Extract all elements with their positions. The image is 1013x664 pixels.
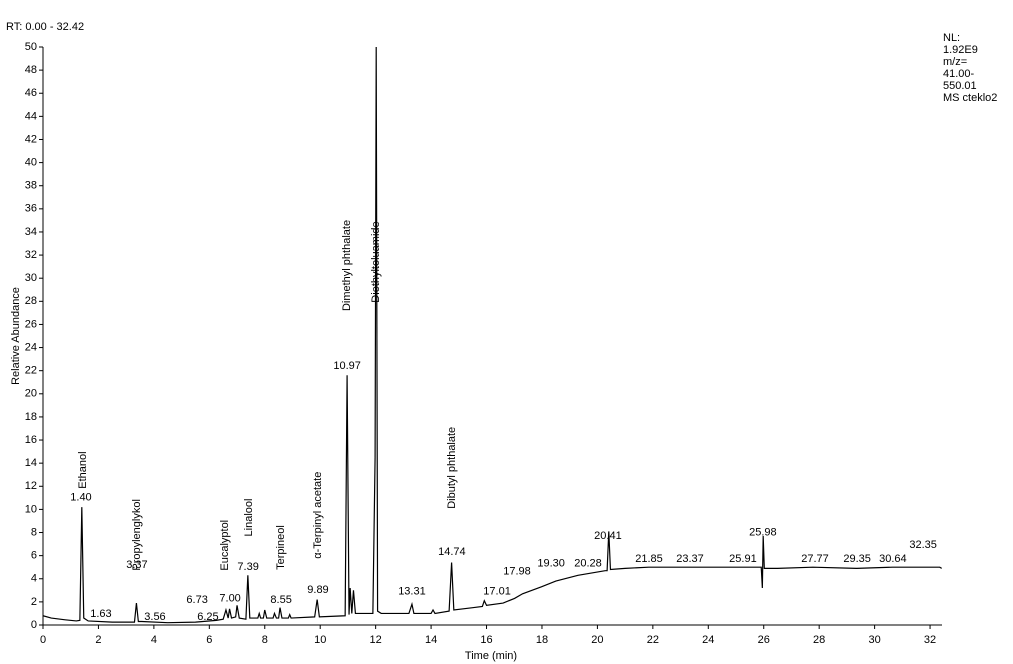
peak-label: 29.35 <box>843 553 871 565</box>
y-tick-label: 32 <box>25 249 37 261</box>
x-tick-label: 26 <box>758 634 770 646</box>
peak-label: 3.37 <box>126 559 147 571</box>
peak-label: 6.25 <box>197 611 218 623</box>
y-tick-label: 14 <box>25 457 37 469</box>
compound-label: Terpineol <box>275 525 287 570</box>
x-tick-label: 14 <box>425 634 437 646</box>
y-tick-label: 42 <box>25 133 37 145</box>
x-tick-label: 4 <box>151 634 157 646</box>
y-tick-label: 38 <box>25 180 37 192</box>
y-tick-label: 12 <box>25 480 37 492</box>
y-tick-label: 28 <box>25 295 37 307</box>
x-tick-label: 16 <box>480 634 492 646</box>
x-tick-label: 32 <box>924 634 936 646</box>
peak-label: 7.39 <box>237 561 258 573</box>
info-line: MS cteklo2 <box>943 92 997 104</box>
peak-label: 14.74 <box>438 546 466 558</box>
y-tick-label: 4 <box>31 573 37 585</box>
trace <box>42 46 943 624</box>
y-tick-label: 30 <box>25 272 37 284</box>
peak-label: 8.55 <box>270 594 291 606</box>
info-line: 41.00- <box>943 68 975 80</box>
peak-label: 30.64 <box>879 553 907 565</box>
compound-label: Propylenglykol <box>131 499 143 571</box>
peak-label: 25.98 <box>749 526 777 538</box>
y-axis-label: Relative Abundance <box>10 287 22 385</box>
x-tick-label: 22 <box>647 634 659 646</box>
peak-label: 23.37 <box>676 553 704 565</box>
peak-label: 13.31 <box>398 585 426 597</box>
info-line: 1.92E9 <box>943 44 978 56</box>
peak-label: 1.63 <box>90 608 111 620</box>
y-tick-label: 44 <box>25 110 37 122</box>
x-tick-label: 2 <box>95 634 101 646</box>
y-tick-label: 6 <box>31 550 37 562</box>
peak-label: 17.01 <box>483 585 511 597</box>
peak-label: 17.98 <box>503 566 531 578</box>
y-tick-label: 26 <box>25 318 37 330</box>
compound-label: Dimethyl phthalate <box>341 220 353 311</box>
y-tick-label: 2 <box>31 596 37 608</box>
x-tick-label: 12 <box>370 634 382 646</box>
y-tick-label: 20 <box>25 388 37 400</box>
info-line: 550.01 <box>943 80 977 92</box>
y-tick-label: 18 <box>25 411 37 423</box>
y-tick-label: 22 <box>25 365 37 377</box>
y-tick-label: 40 <box>25 157 37 169</box>
x-tick-label: 24 <box>702 634 714 646</box>
compound-label: α-Terpinyl acetate <box>312 472 324 559</box>
x-tick-label: 30 <box>868 634 880 646</box>
y-tick-label: 16 <box>25 434 37 446</box>
y-tick-label: 0 <box>31 619 37 631</box>
peak-label: 3.56 <box>144 611 165 623</box>
y-tick-label: 24 <box>25 341 37 353</box>
x-tick-label: 28 <box>813 634 825 646</box>
peak-label: 19.30 <box>537 558 565 570</box>
peak-label: 25.91 <box>729 553 757 565</box>
x-tick-label: 8 <box>262 634 268 646</box>
y-tick-label: 34 <box>25 226 37 238</box>
info-line: m/z= <box>943 56 967 68</box>
peak-label: 32.35 <box>909 539 937 551</box>
x-tick-label: 0 <box>40 634 46 646</box>
compound-label: Diethyltoluamide <box>370 221 382 302</box>
peak-label: 20.41 <box>594 530 622 542</box>
x-tick-label: 18 <box>536 634 548 646</box>
y-tick-label: 36 <box>25 203 37 215</box>
y-tick-label: 48 <box>25 64 37 76</box>
peak-label: 1.40 <box>70 492 91 504</box>
y-tick-label: 46 <box>25 87 37 99</box>
x-tick-label: 10 <box>314 634 326 646</box>
compound-label: Ethanol <box>77 451 89 488</box>
peak-label: 27.77 <box>801 553 829 565</box>
y-tick-label: 10 <box>25 503 37 515</box>
peak-label: 21.85 <box>635 553 663 565</box>
x-tick-label: 6 <box>206 634 212 646</box>
peak-label: 6.73 <box>186 594 207 606</box>
rt-range: RT: 0.00 - 32.42 <box>6 21 84 33</box>
y-tick-label: 50 <box>25 41 37 53</box>
peak-label: 20.28 <box>574 558 602 570</box>
y-tick-label: 8 <box>31 526 37 538</box>
compound-label: Linalool <box>243 499 255 537</box>
info-line: NL: <box>943 32 960 44</box>
compound-label: Dibutyl phthalate <box>446 427 458 509</box>
x-tick-label: 20 <box>591 634 603 646</box>
peak-label: 9.89 <box>307 584 328 596</box>
peak-label: 10.97 <box>333 360 361 372</box>
compound-label: Eucalyptol <box>219 520 231 571</box>
x-axis-label: Time (min) <box>465 650 517 662</box>
peak-label: 7.00 <box>219 592 240 604</box>
